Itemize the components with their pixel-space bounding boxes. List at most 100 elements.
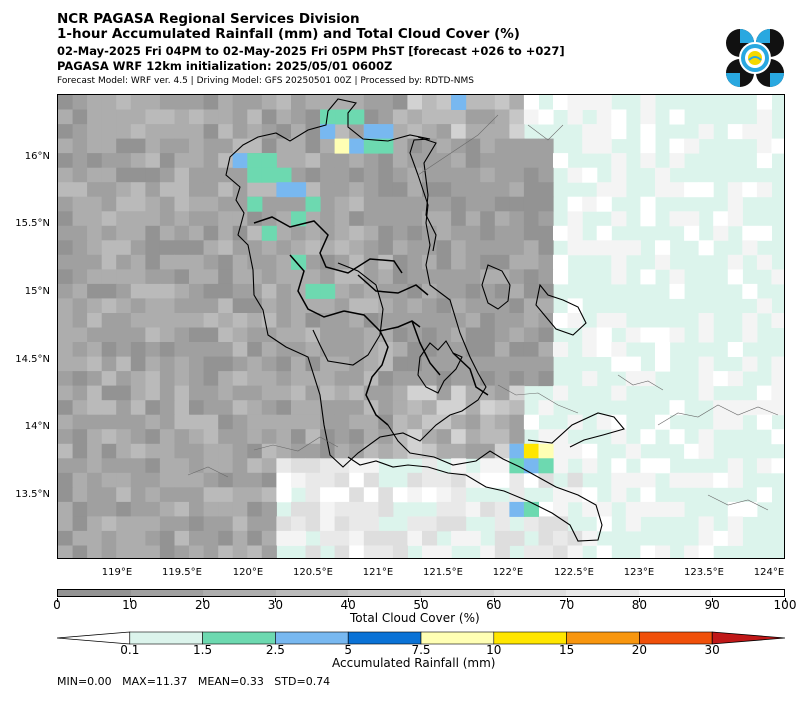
cloud-cover-cell	[698, 516, 714, 532]
cloud-cover-cell	[145, 124, 161, 140]
cloud-cover-cell	[509, 196, 525, 212]
cloud-cover-cell	[101, 356, 117, 372]
cloud-cover-cell	[116, 240, 132, 256]
cloud-cover-cell	[159, 458, 175, 474]
cloud-cover-cell	[189, 501, 205, 517]
cloud-cover-cell	[159, 472, 175, 488]
cloud-cover-cell	[451, 400, 467, 416]
cloud-cover-tick-label: 50	[413, 598, 429, 612]
cloud-cover-cell	[189, 269, 205, 285]
cloud-cover-cell	[756, 225, 772, 241]
cloud-cover-swatch	[711, 590, 784, 596]
cloud-cover-cell	[407, 385, 423, 401]
cloud-cover-cell	[669, 153, 685, 169]
cloud-cover-cell	[87, 342, 103, 357]
cloud-cover-cell	[611, 269, 627, 285]
cloud-cover-cell	[203, 95, 219, 110]
cloud-cover-cell	[87, 109, 103, 125]
cloud-cover-cell	[567, 109, 583, 125]
cloud-cover-cell	[509, 487, 525, 503]
cloud-cover-cell	[189, 443, 205, 459]
cloud-cover-cell	[116, 414, 132, 430]
cloud-cover-cell	[232, 429, 248, 445]
cloud-cover-cell	[407, 487, 423, 503]
cloud-cover-cell	[567, 530, 583, 546]
cloud-cover-cell	[334, 225, 350, 241]
cloud-cover-swatch	[58, 590, 131, 596]
cloud-cover-cell	[276, 240, 292, 256]
cloud-cover-cell	[218, 356, 234, 372]
cloud-cover-cell	[771, 385, 784, 401]
cloud-cover-cell	[436, 414, 452, 430]
cloud-cover-cell	[247, 95, 263, 110]
cloud-cover-cell	[378, 400, 394, 416]
cloud-cover-cell	[189, 356, 205, 372]
cloud-cover-cell	[232, 342, 248, 357]
cloud-cover-cell	[72, 138, 88, 154]
cloud-cover-cell	[509, 342, 525, 357]
cloud-cover-cell	[232, 545, 248, 558]
cloud-cover-cell	[334, 240, 350, 256]
lat-label-16: 16°N	[24, 151, 50, 162]
cloud-cover-cell	[553, 225, 569, 241]
cloud-cover-cell	[189, 298, 205, 314]
cloud-cover-cell	[261, 385, 277, 401]
cloud-cover-cell	[203, 443, 219, 459]
cloud-cover-cell	[494, 109, 510, 125]
cloud-cover-cell	[407, 211, 423, 227]
cloud-cover-cell	[116, 254, 132, 270]
cloud-cover-cell	[261, 196, 277, 212]
cloud-cover-cell	[349, 545, 365, 558]
cloud-cover-cell	[378, 225, 394, 241]
cloud-cover-cell	[465, 95, 481, 110]
cloud-cover-cell	[538, 530, 554, 546]
cloud-cover-cell	[189, 545, 205, 558]
cloud-cover-cell	[203, 269, 219, 285]
cloud-cover-cell	[480, 327, 496, 343]
cloud-cover-cell	[261, 109, 277, 125]
cloud-cover-cell	[247, 254, 263, 270]
cloud-cover-cell	[203, 124, 219, 140]
cloud-cover-cell	[655, 240, 671, 256]
rainfall-cell	[334, 109, 350, 125]
cloud-cover-cell	[334, 516, 350, 532]
cloud-cover-cell	[291, 385, 307, 401]
cloud-cover-tick-label: 30	[267, 598, 284, 612]
cloud-cover-cell	[58, 298, 74, 314]
cloud-cover-cell	[611, 385, 627, 401]
cloud-cover-cell	[436, 124, 452, 140]
cloud-cover-cell	[567, 545, 583, 558]
cloud-cover-cell	[480, 196, 496, 212]
cloud-cover-cell	[771, 458, 784, 474]
cloud-cover-cell	[523, 327, 539, 343]
cloud-cover-cell	[320, 472, 336, 488]
cloud-cover-cell	[407, 240, 423, 256]
cloud-cover-cell	[305, 138, 321, 154]
cloud-cover-cell	[756, 414, 772, 430]
cloud-cover-cell	[145, 138, 161, 154]
cloud-cover-cell	[159, 153, 175, 169]
cloud-cover-cell	[363, 414, 379, 430]
cloud-cover-cell	[87, 385, 103, 401]
cloud-cover-cell	[189, 414, 205, 430]
cloud-cover-cell	[130, 211, 146, 227]
cloud-cover-cell	[553, 458, 569, 474]
cloud-cover-cell	[465, 138, 481, 154]
cloud-cover-cell	[509, 283, 525, 299]
cloud-cover-cell	[291, 95, 307, 110]
cloud-cover-cell	[116, 487, 132, 503]
cloud-cover-cell	[276, 458, 292, 474]
cloud-cover-cell	[320, 225, 336, 241]
cloud-cover-cell	[480, 356, 496, 372]
cloud-cover-cell	[407, 298, 423, 314]
cloud-cover-cell	[640, 269, 656, 285]
cloud-cover-cell	[349, 385, 365, 401]
cloud-cover-cell	[422, 196, 438, 212]
cloud-cover-cell	[727, 501, 743, 517]
cloud-cover-cell	[422, 327, 438, 343]
cloud-cover-tick-label: 0	[53, 598, 61, 612]
cloud-cover-cell	[392, 545, 408, 558]
cloud-cover-cell	[436, 109, 452, 125]
cloud-cover-cell	[116, 472, 132, 488]
cloud-cover-cell	[72, 167, 88, 183]
